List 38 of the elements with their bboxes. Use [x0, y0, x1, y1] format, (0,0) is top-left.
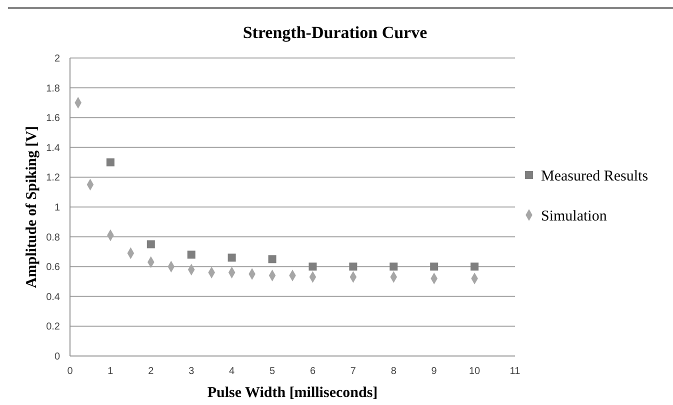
x-tick-label: 10 — [468, 366, 481, 377]
x-tick-label: 2 — [148, 366, 154, 377]
x-tick-label: 4 — [229, 366, 236, 377]
y-tick-label: 1.6 — [46, 113, 60, 124]
y-tick-label: 1.4 — [46, 142, 60, 154]
x-tick-label: 7 — [350, 366, 356, 377]
point — [146, 240, 155, 248]
legend-label: Measured Results — [541, 168, 648, 184]
y-tick-label: 1.2 — [46, 172, 60, 184]
y-tick-label: 0.4 — [46, 292, 60, 303]
point — [187, 250, 196, 259]
y-tick-label: 0.6 — [46, 262, 60, 274]
point — [106, 158, 114, 166]
x-tick-label: 11 — [510, 366, 521, 377]
point — [470, 262, 479, 271]
y-tick-label: 0.8 — [46, 232, 60, 244]
point — [349, 262, 358, 271]
x-tick-label: 3 — [188, 366, 195, 377]
y-tick-label: 2 — [54, 54, 60, 64]
x-axis-title: Pulse Width [milliseconds] — [207, 385, 378, 401]
y-tick-label: 0 — [54, 352, 60, 362]
x-tick-label: 9 — [431, 366, 438, 377]
x-tick-label: 6 — [310, 366, 316, 377]
point — [308, 262, 317, 271]
point — [228, 254, 236, 262]
x-tick-label: 1 — [108, 366, 114, 377]
x-tick-label: 0 — [67, 366, 74, 377]
y-axis-title: Amplitude of Spiking [V] — [24, 126, 40, 288]
legend-label: Simulation — [541, 208, 608, 224]
point — [430, 262, 438, 271]
y-tick-label: 0.2 — [46, 322, 60, 333]
x-tick-label: 5 — [269, 366, 276, 377]
y-tick-label: 1 — [54, 202, 60, 214]
chart-title: Strength-Duration Curve — [242, 23, 428, 42]
point — [390, 262, 398, 271]
x-tick-label: 8 — [390, 366, 397, 377]
y-tick-label: 1.8 — [46, 83, 60, 94]
point — [268, 255, 276, 264]
